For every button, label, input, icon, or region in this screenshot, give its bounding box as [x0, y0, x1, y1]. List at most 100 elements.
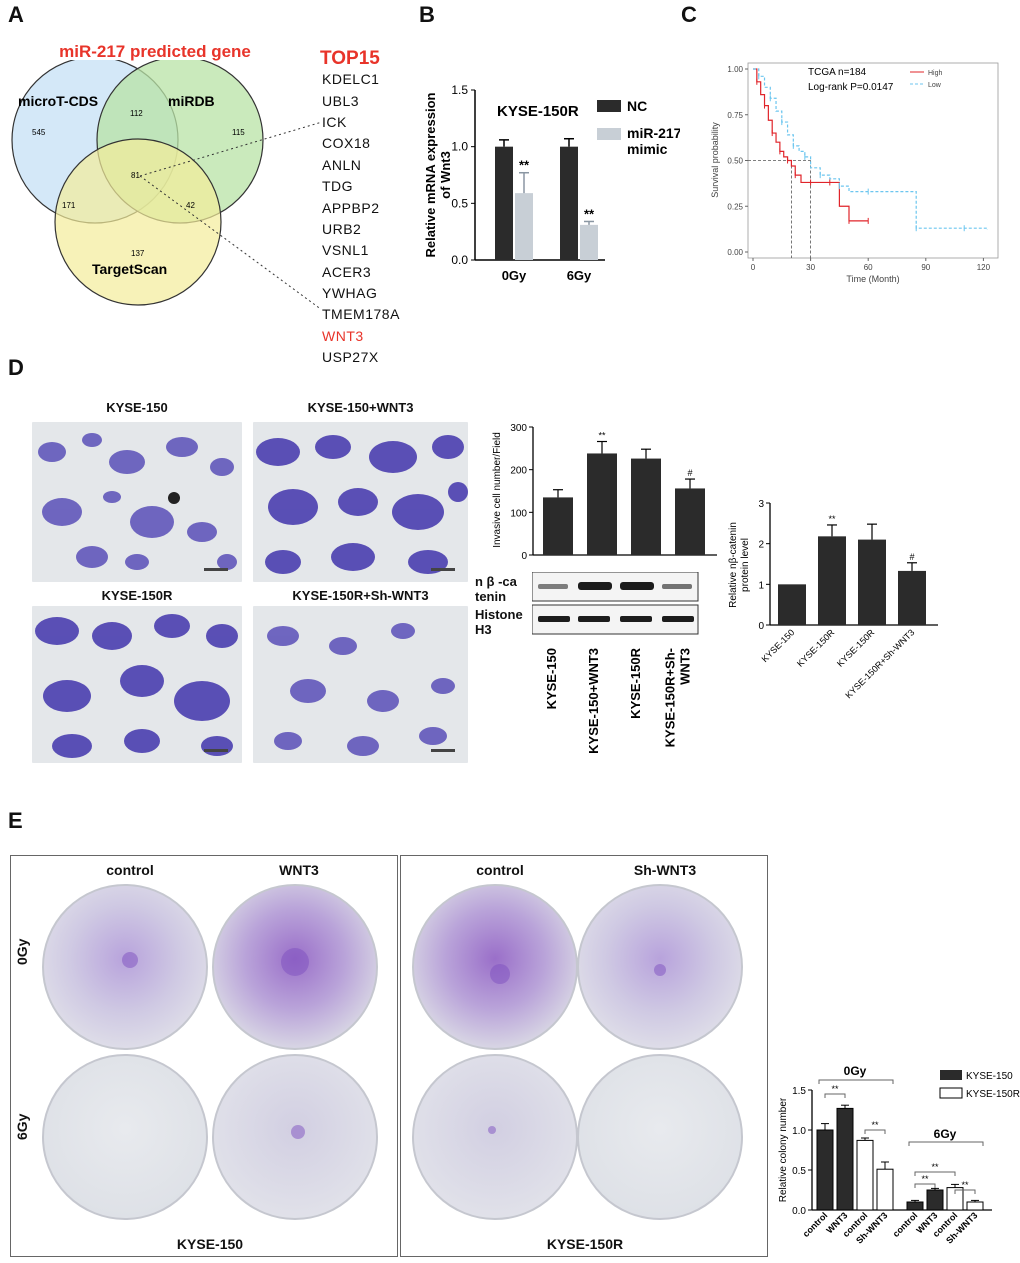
micrograph-kyse150r — [32, 606, 242, 763]
gene-item: YWHAG — [322, 285, 378, 301]
bar — [858, 539, 886, 625]
blot-lane-label: KYSE-150R+Sh- — [663, 648, 678, 747]
y-axis-label: Invasive cell number/Field — [492, 432, 503, 548]
venn-set-targetscan: TargetScan — [92, 261, 167, 277]
dish-6gy-control-r — [412, 1054, 578, 1220]
dish-6gy-control — [42, 1054, 208, 1220]
y-axis-label-line: of Wnt3 — [438, 151, 453, 199]
dish-group-kyse150 — [10, 855, 398, 1257]
y-axis-label: Relative colony number — [778, 1097, 789, 1202]
dish-group-label: KYSE-150R — [546, 1236, 624, 1252]
western-blot — [532, 572, 699, 635]
y-tick-label: 1.5 — [451, 83, 468, 97]
gene-item: ICK — [322, 114, 347, 130]
gene-item: UBL3 — [322, 93, 360, 109]
gene-item: VSNL1 — [322, 242, 369, 258]
y-tick-label: 0.75 — [727, 111, 743, 120]
micrograph-kyse150 — [32, 422, 242, 582]
significance-mark: ** — [584, 206, 595, 221]
x-tick-label: KYSE-150 — [760, 627, 797, 664]
y-tick-label: 200 — [510, 466, 527, 477]
dish-col-label: WNT3 — [279, 862, 319, 878]
panel-letter-a: A — [8, 2, 24, 27]
bar — [580, 224, 598, 260]
venn-set-mirdb: miRDB — [168, 93, 215, 109]
micro-label: KYSE-150R+Sh-WNT3 — [292, 588, 429, 603]
blot-lane-labels: KYSE-150 KYSE-150+WNT3 KYSE-150R KYSE-150R+… — [544, 647, 693, 753]
significance-mark: # — [687, 468, 692, 478]
gene-item: ACER3 — [322, 264, 372, 280]
sig-bracket — [824, 1093, 846, 1098]
panel-letter-d: D — [8, 355, 24, 380]
legend-label: NC — [627, 98, 647, 114]
y-tick-label: 0.5 — [451, 196, 468, 210]
group-label: 0Gy — [844, 1064, 867, 1078]
y-tick-label: 0.0 — [451, 253, 468, 267]
chart-c-survival: 0.00 0.25 0.50 0.75 1.00 0 30 60 90 120 Survival p… — [710, 62, 999, 284]
y-tick-label: 1.0 — [451, 140, 468, 154]
gene-item: TDG — [322, 178, 354, 194]
legend-label: Low — [928, 82, 942, 89]
x-tick-label: control — [891, 1210, 920, 1239]
significance-mark: ** — [831, 1084, 839, 1094]
significance-mark: ** — [961, 1180, 969, 1190]
venn-count-microt-only: 545 — [32, 128, 46, 137]
x-tick-label: KYSE-150R — [835, 627, 877, 669]
micro-label: KYSE-150R — [101, 588, 173, 603]
blot-label-histone: Histone H3 — [475, 607, 531, 637]
x-axis-label: Time (Month) — [846, 274, 899, 284]
blot-lane-label: KYSE-150R — [628, 647, 643, 718]
bar — [778, 584, 806, 625]
legend-label: High — [928, 70, 943, 77]
legend-swatch-kyse150 — [940, 1070, 962, 1080]
survival-curve — [753, 68, 869, 222]
bar — [926, 1189, 944, 1211]
bar — [966, 1201, 984, 1211]
group-label: 6Gy — [934, 1127, 957, 1141]
y-tick-label: 0.50 — [727, 157, 743, 166]
gene-item: KDELC1 — [322, 71, 380, 87]
venn-title: miR-217 predicted gene — [59, 42, 251, 61]
significance-mark: ** — [828, 514, 836, 524]
legend-label: miR-217 — [627, 125, 680, 141]
legend-swatch-kyse150r — [939, 1087, 963, 1099]
significance-mark: ** — [598, 431, 606, 441]
bar — [856, 1139, 874, 1211]
x-tick-label: 120 — [977, 263, 991, 272]
dish-6gy-sh-wnt3 — [577, 1054, 743, 1220]
blot-label-line: Histone — [475, 607, 523, 622]
significance-mark: ** — [921, 1174, 929, 1184]
bar — [515, 193, 533, 260]
y-tick-label: 2 — [758, 540, 764, 551]
blot-lane-label: KYSE-150 — [544, 648, 559, 709]
blot-label-catenin: n β -ca tenin — [475, 574, 531, 604]
y-tick-label: 0.25 — [727, 202, 743, 211]
venn-count-targetscan-only: 137 — [131, 249, 145, 258]
group-bracket — [908, 1141, 984, 1146]
gene-item: TMEM178A — [322, 306, 400, 322]
dish-group-kyse150r — [400, 855, 768, 1257]
legend-label: KYSE-150 — [966, 1071, 1013, 1082]
dish-0gy-control — [42, 884, 208, 1050]
gene-item: COX18 — [322, 135, 371, 151]
y-tick-label: 0.00 — [727, 248, 743, 257]
venn-set-microt: microT-CDS — [18, 93, 98, 109]
micrograph-kyse150-wnt3 — [253, 422, 468, 582]
x-tick-label: 60 — [864, 263, 873, 272]
significance-mark: # — [909, 552, 914, 562]
blot-label-line: n β -ca — [475, 574, 517, 589]
venn-count-mirdb-only: 115 — [232, 128, 245, 137]
blot-label-line: H3 — [475, 622, 492, 637]
colony-dishes — [42, 884, 743, 1220]
x-tick-label: 6Gy — [567, 268, 592, 283]
venn-diagram: microT-CDS miRDB TargetScan 545 112 115 … — [11, 60, 320, 310]
y-tick-label: 300 — [510, 423, 527, 434]
venn-connector-top — [139, 122, 320, 177]
sig-bracket — [864, 1129, 886, 1134]
gene-item: USP27X — [322, 349, 379, 365]
legend-label: KYSE-150R — [966, 1089, 1020, 1100]
micrograph-kyse150r-sh-wnt3 — [253, 606, 468, 763]
panel-letter-c: C — [681, 2, 697, 27]
y-tick-label: 1.00 — [727, 65, 743, 74]
